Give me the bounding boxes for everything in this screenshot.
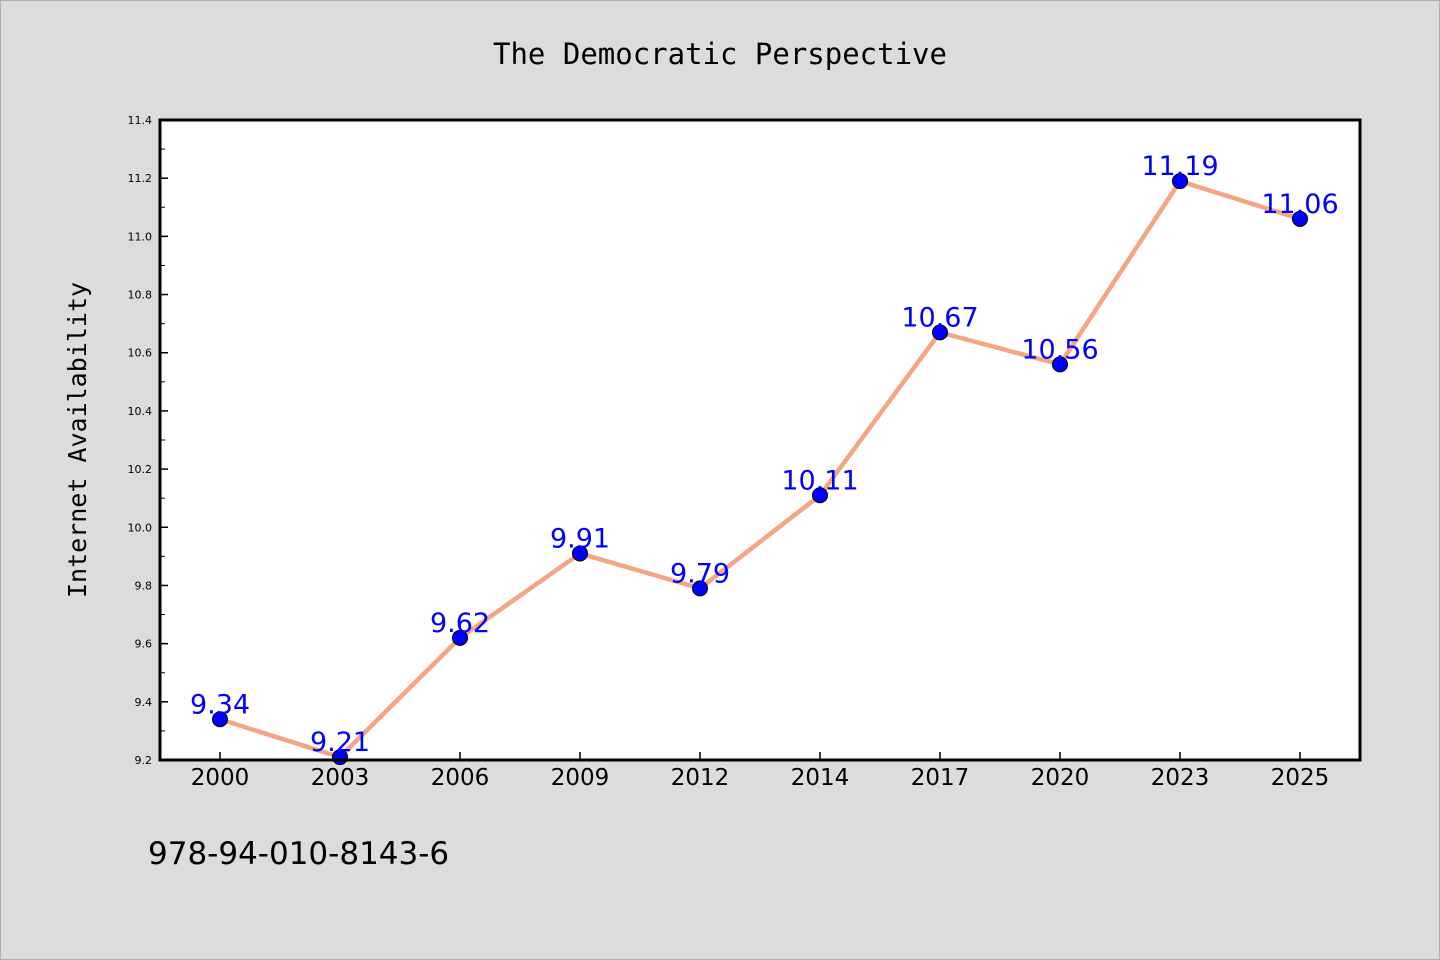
x-tick-label: 2025 (1271, 765, 1330, 791)
y-tick-label: 10.4 (128, 405, 153, 418)
data-point (692, 580, 708, 597)
data-label: 9.34 (190, 689, 250, 720)
x-tick-label: 2020 (1031, 765, 1090, 791)
data-label: 9.91 (550, 523, 610, 554)
data-label: 10.67 (901, 302, 978, 333)
series-line (217, 178, 1303, 760)
y-tick-label: 10.0 (128, 521, 153, 534)
series-markers (212, 173, 1308, 766)
y-tick-label: 10.6 (128, 347, 153, 360)
data-label: 11.06 (1261, 189, 1338, 220)
data-label: 9.62 (430, 608, 490, 639)
x-tick-label: 2017 (911, 765, 970, 791)
x-tick-label: 2009 (551, 765, 610, 791)
data-point (1292, 210, 1308, 227)
x-tick-label: 2003 (311, 765, 370, 791)
chart-title: The Democratic Perspective (493, 37, 947, 71)
plot-area (160, 120, 1360, 760)
x-tick-label: 2006 (431, 765, 490, 791)
y-tick-label: 11.4 (128, 114, 153, 127)
y-tick-label: 10.2 (128, 463, 153, 476)
data-label: 9.21 (310, 727, 370, 758)
x-tick-label: 2023 (1151, 765, 1210, 791)
isbn-text: 978-94-010-8143-6 (148, 836, 449, 872)
data-point (1172, 173, 1188, 190)
data-point (1052, 356, 1068, 373)
y-tick-label: 9.8 (135, 579, 153, 592)
x-tick-label: 2012 (671, 765, 730, 791)
data-point (932, 324, 948, 341)
data-point (812, 487, 828, 504)
data-point (452, 629, 468, 646)
y-tick-label: 9.4 (135, 696, 153, 709)
plot-frame (158, 118, 1362, 762)
x-tick-label: 2014 (791, 765, 850, 791)
y-tick-label: 9.2 (135, 754, 153, 767)
y-tick-label: 11.2 (128, 172, 153, 185)
data-point (572, 545, 588, 562)
x-axis: 2000 2003 2006 2009 2012 2014 2017 2020 2023 2025 (191, 752, 1330, 791)
data-point (212, 711, 228, 728)
data-label: 11.19 (1141, 151, 1218, 182)
y-axis-label: Internet Availability (63, 282, 92, 598)
y-tick-label: 10.8 (128, 289, 153, 302)
y-tick-label: 9.6 (135, 638, 153, 651)
x-tick-label: 2000 (191, 765, 250, 791)
data-label: 10.56 (1021, 334, 1098, 365)
data-label: 9.79 (670, 558, 730, 589)
data-label: 10.11 (781, 465, 858, 496)
data-labels: 9.34 9.21 9.62 9.91 9.79 10.11 10.67 10.56 11.19… (190, 151, 1339, 758)
y-tick-label: 11.0 (128, 230, 153, 243)
